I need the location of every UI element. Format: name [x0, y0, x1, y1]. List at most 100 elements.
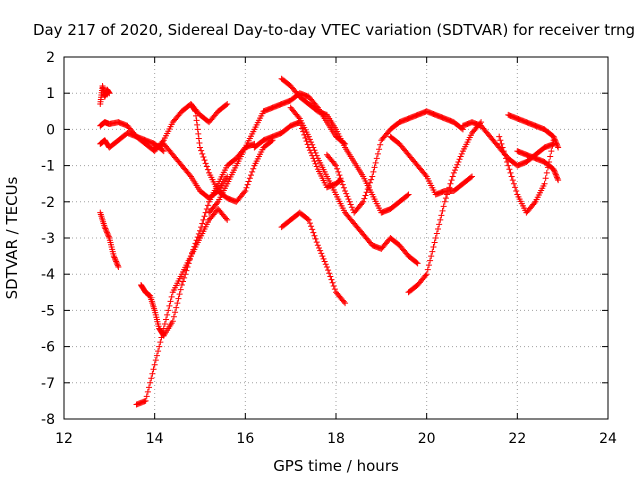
data-point	[435, 225, 441, 232]
data-point	[438, 212, 445, 219]
data-point	[153, 352, 160, 359]
data-point	[508, 173, 515, 180]
data-point	[337, 175, 344, 182]
data-point	[105, 233, 112, 240]
data-point	[413, 259, 420, 266]
data-point	[242, 187, 249, 194]
data-point	[223, 215, 230, 222]
series-pass-15	[387, 133, 475, 198]
data-point	[111, 254, 118, 261]
data-point	[430, 244, 437, 251]
data-point	[194, 121, 201, 128]
data-point	[372, 159, 379, 166]
series-pass-4	[97, 101, 231, 155]
data-point	[317, 247, 324, 254]
series-pass-11	[278, 209, 349, 307]
data-point	[555, 177, 562, 184]
data-point	[496, 133, 503, 140]
data-point	[142, 397, 149, 404]
data-point	[192, 240, 199, 247]
data-point	[193, 117, 200, 124]
y-tick-label: -3	[41, 231, 55, 247]
data-point	[195, 135, 202, 142]
data-point	[112, 257, 119, 264]
data-point	[319, 253, 326, 260]
data-point	[325, 267, 332, 274]
data-point	[193, 112, 200, 119]
y-tick-label: -6	[41, 340, 55, 356]
data-point	[497, 137, 504, 144]
data-point	[331, 161, 338, 168]
data-point	[436, 221, 443, 228]
data-point	[452, 167, 458, 174]
data-point	[326, 270, 333, 277]
data-point	[549, 142, 556, 149]
data-point	[450, 169, 457, 176]
data-point	[437, 216, 444, 223]
data-point	[445, 187, 452, 194]
data-point	[541, 180, 548, 187]
data-point	[348, 204, 355, 211]
data-point	[340, 184, 347, 191]
data-point	[249, 168, 256, 175]
data-point	[449, 173, 456, 180]
data-point	[339, 181, 346, 188]
data-point	[548, 148, 555, 155]
data-point	[342, 300, 349, 307]
data-point	[335, 168, 342, 175]
data-point	[186, 172, 193, 179]
data-point	[373, 155, 380, 162]
data-point	[330, 282, 337, 289]
data-point	[551, 168, 558, 175]
data-point	[422, 172, 429, 179]
data-point	[501, 151, 508, 158]
x-axis-label: GPS time / hours	[273, 457, 399, 475]
data-point	[101, 224, 108, 231]
data-point	[104, 229, 111, 236]
data-point	[513, 187, 520, 194]
data-point	[114, 261, 121, 268]
y-tick-label: -5	[41, 303, 55, 319]
data-point	[506, 166, 513, 173]
data-point	[204, 166, 211, 173]
data-point	[322, 261, 329, 268]
data-point	[553, 173, 560, 180]
data-point	[554, 143, 561, 150]
data-point	[318, 250, 325, 257]
data-point	[442, 195, 449, 202]
data-point	[303, 138, 310, 145]
data-point	[113, 258, 120, 265]
data-point	[308, 223, 315, 230]
data-point	[155, 348, 162, 355]
data-point	[173, 304, 180, 311]
data-point	[371, 164, 378, 171]
data-point	[344, 193, 351, 200]
data-point	[313, 239, 320, 246]
data-point	[201, 213, 208, 220]
data-point	[199, 220, 206, 227]
series-pass-2	[97, 209, 122, 270]
data-point	[363, 189, 370, 196]
data-point	[321, 258, 328, 265]
data-point	[552, 171, 559, 178]
data-point	[166, 302, 173, 309]
data-point	[102, 226, 109, 233]
data-point	[312, 235, 319, 242]
data-point	[186, 256, 193, 263]
x-tick-label: 22	[508, 431, 526, 447]
data-point	[195, 130, 202, 137]
data-point	[336, 172, 343, 179]
data-point	[340, 298, 347, 305]
data-point	[146, 384, 152, 391]
y-tick-label: 2	[46, 50, 55, 66]
data-point	[362, 192, 369, 199]
data-point	[308, 139, 315, 146]
data-point	[551, 136, 558, 143]
data-point	[467, 174, 474, 181]
data-point	[323, 263, 330, 270]
data-point	[329, 279, 336, 286]
data-point	[192, 108, 199, 115]
data-point	[422, 272, 429, 279]
data-point	[551, 167, 558, 174]
